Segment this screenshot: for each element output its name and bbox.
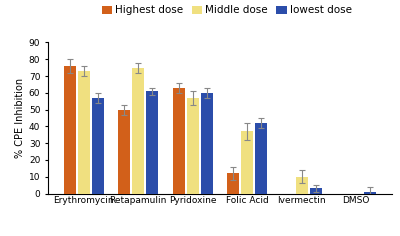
Bar: [173, 88, 184, 194]
Legend: Highest dose, Middle dose, lowest dose: Highest dose, Middle dose, lowest dose: [102, 5, 352, 15]
Bar: [146, 91, 158, 194]
Bar: [227, 173, 239, 194]
Bar: [132, 68, 144, 194]
Y-axis label: % CPE Inhibition: % CPE Inhibition: [15, 78, 25, 158]
Bar: [118, 110, 130, 194]
Bar: [310, 189, 322, 194]
Bar: [187, 98, 199, 194]
Bar: [201, 93, 213, 194]
Bar: [256, 123, 267, 194]
Bar: [64, 66, 76, 194]
Bar: [78, 71, 90, 194]
Bar: [296, 177, 308, 194]
Bar: [241, 131, 253, 194]
Bar: [364, 192, 376, 194]
Bar: [92, 98, 104, 194]
